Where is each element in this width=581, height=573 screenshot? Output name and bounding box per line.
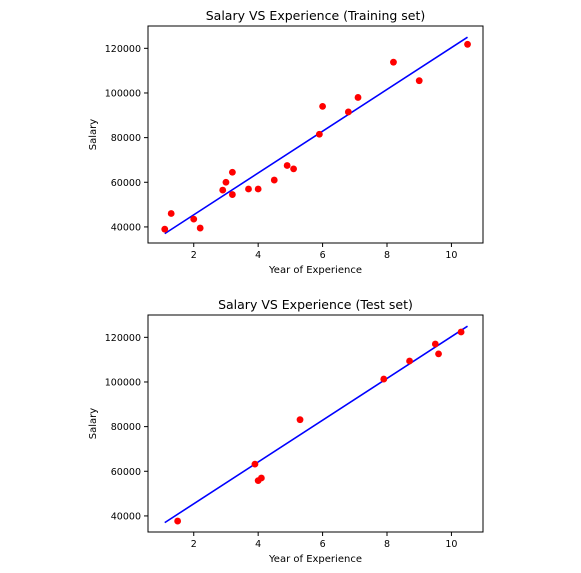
y-tick-label: 80000 — [111, 133, 141, 144]
data-point — [254, 185, 262, 193]
data-point — [431, 340, 439, 348]
x-tick-label: 8 — [384, 250, 390, 261]
regression-line — [164, 325, 468, 524]
data-point — [319, 102, 326, 110]
data-point — [390, 58, 397, 66]
data-point — [457, 328, 465, 336]
data-point — [222, 178, 230, 186]
plot-frame — [147, 314, 484, 533]
y-tick-label: 40000 — [111, 222, 141, 233]
data-point — [167, 210, 175, 217]
x-tick-label: 10 — [445, 539, 457, 550]
y-tick-label: 40000 — [111, 511, 141, 522]
data-point — [380, 375, 388, 383]
x-tick-label: 4 — [255, 250, 261, 261]
data-point — [251, 460, 259, 468]
data-point — [245, 185, 252, 193]
y-axis-label: Salary — [88, 408, 99, 439]
data-point — [415, 77, 423, 85]
y-tick-label: 120000 — [105, 44, 141, 55]
data-point — [219, 186, 227, 194]
x-tick-label: 4 — [255, 539, 261, 550]
data-point — [354, 94, 362, 101]
x-axis-label: Year of Experience — [268, 265, 362, 276]
x-tick-label: 6 — [320, 539, 326, 550]
plot-frame — [147, 25, 484, 244]
x-tick-label: 2 — [191, 250, 197, 261]
data-point — [228, 168, 236, 176]
data-point — [283, 162, 291, 169]
data-point — [464, 40, 471, 48]
data-point — [406, 357, 413, 365]
data-point — [344, 108, 352, 116]
chart-panel-2: 2 4 6 8 10 40000 60000 80000 100000 120000 Salary … — [88, 297, 484, 565]
data-point — [174, 517, 182, 525]
data-point — [435, 350, 442, 358]
chart-title: Salary VS Experience (Test set) — [218, 297, 413, 312]
data-point — [190, 215, 198, 223]
data-point — [270, 176, 278, 184]
y-axis-label: Salary — [88, 119, 99, 150]
data-point — [161, 225, 169, 233]
x-tick-label: 8 — [384, 539, 390, 550]
chart-title: Salary VS Experience (Training set) — [206, 8, 426, 23]
data-point — [290, 165, 297, 173]
y-tick-label: 120000 — [105, 333, 141, 344]
y-tick-label: 80000 — [111, 422, 141, 433]
data-point — [315, 130, 323, 138]
data-point — [228, 191, 236, 198]
y-tick-label: 100000 — [105, 377, 141, 388]
chart-panel-1: 2 4 6 8 10 40000 60000 80000 100000 120000 Salary … — [88, 8, 484, 276]
x-tick-label: 10 — [445, 250, 457, 261]
data-point — [257, 474, 265, 482]
y-tick-label: 60000 — [111, 467, 141, 478]
data-point — [196, 224, 204, 232]
regression-line — [164, 36, 468, 235]
x-axis-label: Year of Experience — [268, 554, 362, 565]
x-tick-label: 6 — [320, 250, 326, 261]
data-point — [296, 416, 304, 424]
y-tick-label: 60000 — [111, 178, 141, 189]
y-tick-label: 100000 — [105, 88, 141, 99]
x-tick-label: 2 — [191, 539, 197, 550]
